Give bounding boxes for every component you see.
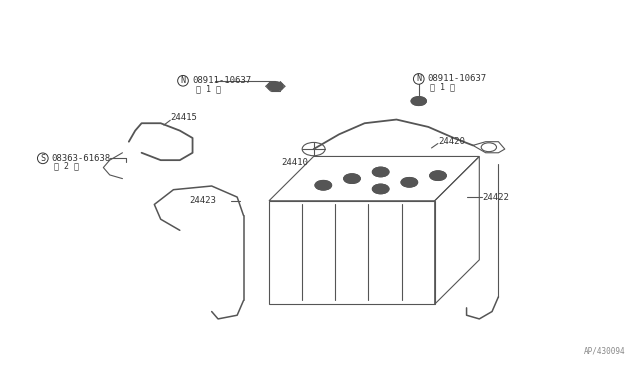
- Circle shape: [411, 97, 426, 106]
- Circle shape: [268, 82, 283, 91]
- Text: 24422: 24422: [483, 193, 509, 202]
- Circle shape: [344, 174, 360, 183]
- Text: 24423: 24423: [189, 196, 216, 205]
- Circle shape: [372, 167, 389, 177]
- Circle shape: [372, 184, 389, 194]
- Text: 〈 2 〉: 〈 2 〉: [54, 161, 79, 170]
- Text: 08911-10637: 08911-10637: [193, 76, 252, 85]
- Text: 08363-61638: 08363-61638: [51, 154, 110, 163]
- Text: 24410: 24410: [282, 157, 308, 167]
- Text: 24420: 24420: [438, 137, 465, 146]
- Text: N: N: [416, 74, 421, 83]
- Circle shape: [315, 180, 332, 190]
- Text: N: N: [180, 76, 186, 85]
- Text: 08911-10637: 08911-10637: [427, 74, 486, 83]
- Text: 24415: 24415: [170, 113, 197, 122]
- Text: 〈 1 〉: 〈 1 〉: [196, 85, 221, 94]
- Text: 〈 1 〉: 〈 1 〉: [429, 83, 454, 92]
- Circle shape: [401, 177, 418, 187]
- Text: AP/430094: AP/430094: [584, 347, 626, 356]
- Text: S: S: [40, 154, 45, 163]
- Circle shape: [429, 171, 446, 180]
